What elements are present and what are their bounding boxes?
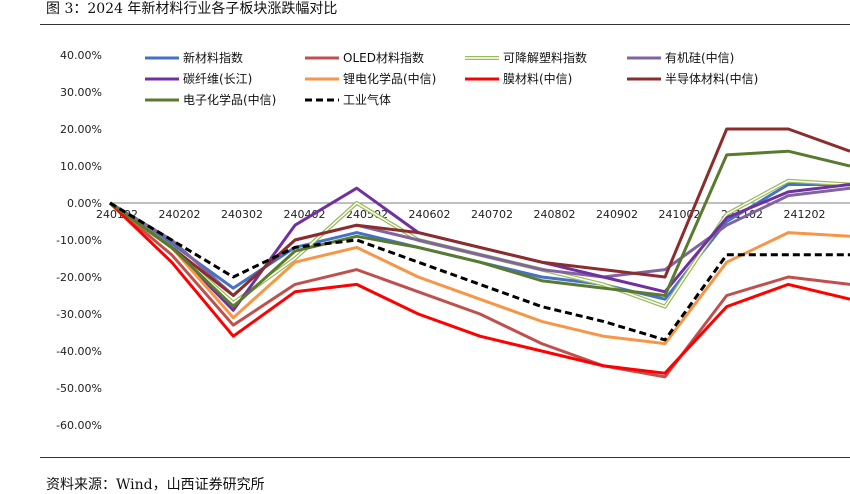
legend-label: 新材料指数 [183, 50, 243, 65]
y-axis: 40.00% 30.00% 20.00% 10.00% 0.00% -10.00% -20.… [56, 49, 102, 432]
legend-label: 半导体材料(中信) [665, 71, 758, 86]
series-line [109, 127, 850, 297]
y-tick-label: 0.00% [67, 197, 102, 210]
series-line [108, 201, 850, 375]
y-tick-label: 10.00% [60, 160, 102, 173]
legend-label: 锂电化学品(中信) [343, 71, 436, 86]
legend-label: 有机硅(中信) [665, 50, 734, 65]
x-tick-label: 240902 [596, 208, 638, 221]
legend-label: 工业气体 [343, 92, 391, 107]
y-tick-label: -10.00% [56, 234, 102, 247]
y-tick-label: -40.00% [56, 345, 102, 358]
legend-label: 膜材料(中信) [503, 71, 572, 86]
x-tick-label: 240402 [284, 208, 326, 221]
x-tick-label: 240202 [159, 208, 201, 221]
y-tick-label: -50.00% [56, 382, 102, 395]
y-tick-label: 40.00% [60, 49, 102, 62]
y-tick-label: 30.00% [60, 86, 102, 99]
top-rule [40, 24, 850, 25]
series-line [109, 201, 850, 346]
y-tick-label: -30.00% [56, 308, 102, 321]
figure-title: 图 3：2024 年新材料行业各子板块涨跌幅对比 [46, 1, 338, 17]
series-line [109, 201, 850, 379]
series-lines [108, 127, 850, 379]
series-line [109, 183, 850, 301]
bottom-rule [40, 457, 850, 458]
x-tick-label: 240602 [409, 208, 451, 221]
source-note: 资料来源：Wind，山西证券研究所 [46, 477, 265, 493]
x-tick-label: 241202 [784, 208, 826, 221]
y-tick-label: -60.00% [56, 419, 102, 432]
legend-label: OLED材料指数 [343, 50, 424, 65]
x-tick-label: 240702 [471, 208, 513, 221]
legend: 新材料指数 OLED材料指数 可降解塑料指数 有机硅(中信) 碳纤维(长江) 锂电化学品(… [145, 50, 758, 107]
legend-label: 可降解塑料指数 [503, 50, 587, 65]
legend-label: 碳纤维(长江) [183, 72, 252, 86]
x-tick-label: 240802 [534, 208, 576, 221]
x-tick-label: 240302 [221, 208, 263, 221]
y-tick-label: 20.00% [60, 123, 102, 136]
series-line [109, 201, 850, 342]
series-line [109, 149, 850, 309]
y-tick-label: -20.00% [56, 271, 102, 284]
legend-label: 电子化学品(中信) [183, 92, 276, 107]
